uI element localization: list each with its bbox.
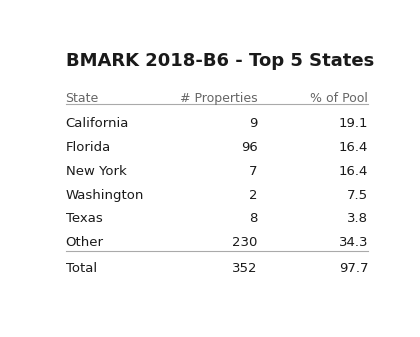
Text: 16.4: 16.4 <box>339 165 368 178</box>
Text: 8: 8 <box>249 213 257 225</box>
Text: New York: New York <box>66 165 126 178</box>
Text: BMARK 2018-B6 - Top 5 States: BMARK 2018-B6 - Top 5 States <box>66 52 374 70</box>
Text: California: California <box>66 117 129 130</box>
Text: Washington: Washington <box>66 189 144 202</box>
Text: 7.5: 7.5 <box>347 189 368 202</box>
Text: 96: 96 <box>241 141 257 154</box>
Text: % of Pool: % of Pool <box>310 92 368 105</box>
Text: 230: 230 <box>232 236 257 249</box>
Text: # Properties: # Properties <box>180 92 257 105</box>
Text: Florida: Florida <box>66 141 111 154</box>
Text: 2: 2 <box>249 189 257 202</box>
Text: 19.1: 19.1 <box>339 117 368 130</box>
Text: 7: 7 <box>249 165 257 178</box>
Text: Other: Other <box>66 236 103 249</box>
Text: Total: Total <box>66 262 97 275</box>
Text: 34.3: 34.3 <box>339 236 368 249</box>
Text: State: State <box>66 92 99 105</box>
Text: 97.7: 97.7 <box>339 262 368 275</box>
Text: 9: 9 <box>249 117 257 130</box>
Text: 352: 352 <box>232 262 257 275</box>
Text: 3.8: 3.8 <box>347 213 368 225</box>
Text: 16.4: 16.4 <box>339 141 368 154</box>
Text: Texas: Texas <box>66 213 102 225</box>
